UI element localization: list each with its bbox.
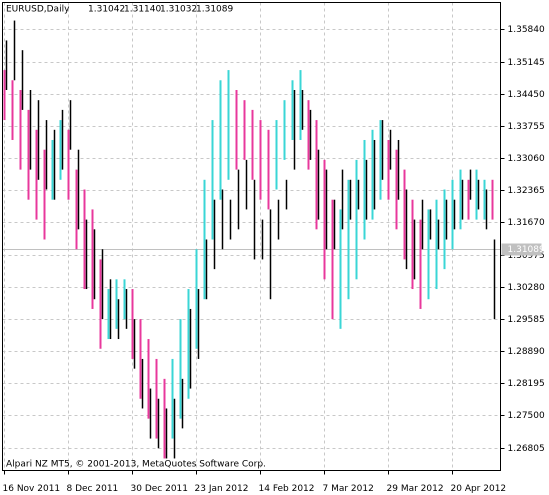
x-tick-label: 14 Feb 2012 xyxy=(259,484,315,494)
y-tick-label: 1.31670 xyxy=(508,218,545,228)
x-tick-label: 16 Nov 2011 xyxy=(3,484,61,494)
current-price-box xyxy=(501,243,542,256)
y-tick-label: 1.29585 xyxy=(508,315,545,325)
current-price-label: 1.31089 xyxy=(508,245,545,255)
x-tick-label: 7 Mar 2012 xyxy=(323,484,374,494)
y-tick-label: 1.34450 xyxy=(508,90,545,100)
x-tick-label: 29 Mar 2012 xyxy=(387,484,444,494)
x-tick-label: 20 Apr 2012 xyxy=(451,484,507,494)
ohlc-open: 1.31042 xyxy=(88,5,125,15)
y-tick-label: 1.32365 xyxy=(508,186,545,196)
y-tick-label: 1.35145 xyxy=(508,58,545,68)
y-tick-label: 1.33060 xyxy=(508,154,545,164)
ohlc-high: 1.31140 xyxy=(124,5,161,15)
y-tick-label: 1.35840 xyxy=(508,25,545,35)
y-tick-label: 1.30280 xyxy=(508,283,545,293)
y-tick-label: 1.26805 xyxy=(508,444,545,454)
copyright: Alpari NZ MT5, © 2001-2013, MetaQuotes S… xyxy=(6,460,266,470)
y-tick-label: 1.28890 xyxy=(508,347,545,357)
x-tick-label: 23 Jan 2012 xyxy=(195,484,249,494)
y-tick-label: 1.33755 xyxy=(508,122,545,132)
y-tick-label: 1.28195 xyxy=(508,379,545,389)
y-tick-label: 1.27500 xyxy=(508,411,545,421)
x-tick-label: 30 Dec 2011 xyxy=(131,484,189,494)
ohlc-close: 1.31089 xyxy=(196,5,233,15)
symbol: EURUSD,Daily xyxy=(6,5,70,15)
y-tick-label: 1.30975 xyxy=(508,251,545,261)
bars xyxy=(3,20,496,459)
ohlc-low: 1.31032 xyxy=(160,5,197,15)
x-tick-label: 8 Dec 2011 xyxy=(67,484,119,494)
plot-frame xyxy=(2,2,501,471)
